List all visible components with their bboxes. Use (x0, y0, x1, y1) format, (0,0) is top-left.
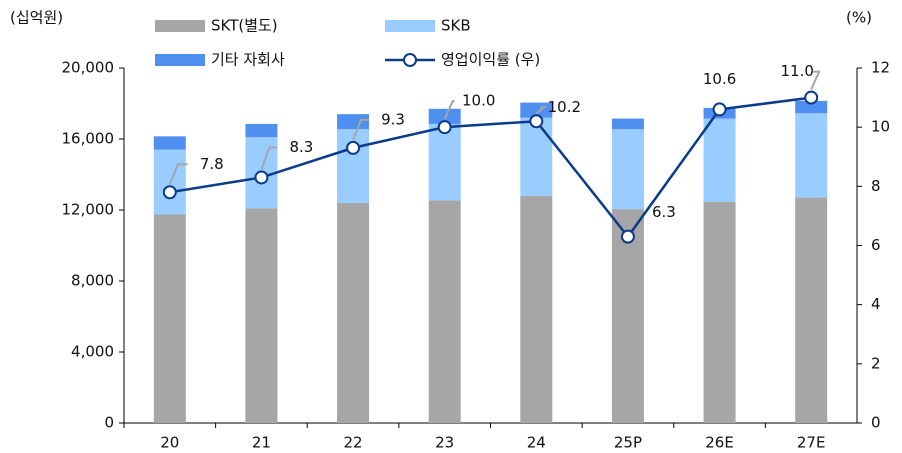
y2-tick-label: 12 (871, 59, 890, 77)
data-label: 10.0 (462, 92, 495, 110)
bar-segment (337, 114, 370, 130)
y2-tick-label: 0 (871, 414, 881, 432)
leader-line (535, 106, 548, 115)
line-marker (254, 170, 269, 185)
bar-segment (153, 214, 186, 423)
bar-segment (795, 197, 828, 423)
line-marker (804, 90, 819, 105)
x-tick-label: 25P (614, 434, 642, 452)
x-tick-label: 24 (527, 434, 546, 452)
bar-segment (703, 118, 736, 203)
bar-segment (245, 208, 278, 423)
y2-tick-label: 4 (871, 295, 881, 313)
data-label: 7.8 (200, 155, 224, 173)
line-marker (529, 114, 544, 129)
legend-marker (403, 53, 417, 67)
x-tick-label: 20 (160, 434, 179, 452)
line-marker (620, 229, 635, 244)
legend-label: 기타 자회사 (211, 51, 285, 69)
legend-label: 영업이익률 (우) (441, 51, 540, 69)
bar-segment (611, 118, 644, 130)
data-label: 6.3 (652, 203, 676, 221)
bar-segment (611, 209, 644, 423)
line-marker (346, 140, 361, 155)
bar-segment (337, 129, 370, 203)
bar-segment (428, 200, 461, 423)
x-tick-label: 22 (344, 434, 363, 452)
bar-segment (245, 123, 278, 138)
y-tick-label: 20,000 (62, 59, 115, 77)
data-label: 8.3 (290, 138, 314, 156)
y-axis-title: (십억원) (10, 9, 63, 27)
legend-swatch (155, 20, 205, 32)
leader-line (810, 70, 821, 90)
y-tick-label: 0 (104, 414, 114, 432)
bar-segment (703, 202, 736, 423)
y-tick-label: 8,000 (71, 272, 114, 290)
leader-line (260, 146, 278, 170)
data-label: 10.2 (548, 98, 581, 116)
line-marker (162, 185, 177, 200)
line-marker (437, 120, 452, 135)
bar-segment (153, 136, 186, 150)
leader-line (443, 100, 455, 120)
legend-swatch (385, 20, 435, 32)
bar-segment (520, 195, 553, 423)
bar-segment (795, 113, 828, 198)
y-tick-label: 16,000 (62, 130, 115, 148)
x-tick-label: 23 (435, 434, 454, 452)
legend-label: SKT(별도) (211, 17, 278, 35)
data-label: 11.0 (780, 62, 813, 80)
data-label: 9.3 (381, 110, 405, 128)
bar-segment (520, 117, 553, 196)
y2-tick-label: 8 (871, 177, 881, 195)
leader-line (352, 118, 370, 141)
y2-tick-label: 2 (871, 354, 881, 372)
y2-axis-title: (%) (846, 9, 872, 27)
y-tick-label: 4,000 (71, 343, 114, 361)
legend-label: SKB (441, 17, 471, 35)
leader-line (168, 163, 188, 185)
bar-segment (428, 123, 461, 201)
x-tick-label: 26E (705, 434, 734, 452)
data-label: 10.6 (703, 70, 736, 88)
x-tick-label: 27E (797, 434, 826, 452)
bar-segment (795, 100, 828, 114)
x-tick-label: 21 (252, 434, 271, 452)
line-marker (712, 102, 727, 117)
line (169, 96, 812, 239)
bar-segment (428, 108, 461, 124)
y-tick-label: 12,000 (62, 201, 115, 219)
bar-segment (337, 202, 370, 423)
y2-tick-label: 6 (871, 236, 881, 254)
legend-swatch (155, 54, 205, 66)
leader-line (627, 211, 640, 230)
y2-tick-label: 10 (871, 118, 890, 136)
bar-segment (611, 129, 644, 210)
